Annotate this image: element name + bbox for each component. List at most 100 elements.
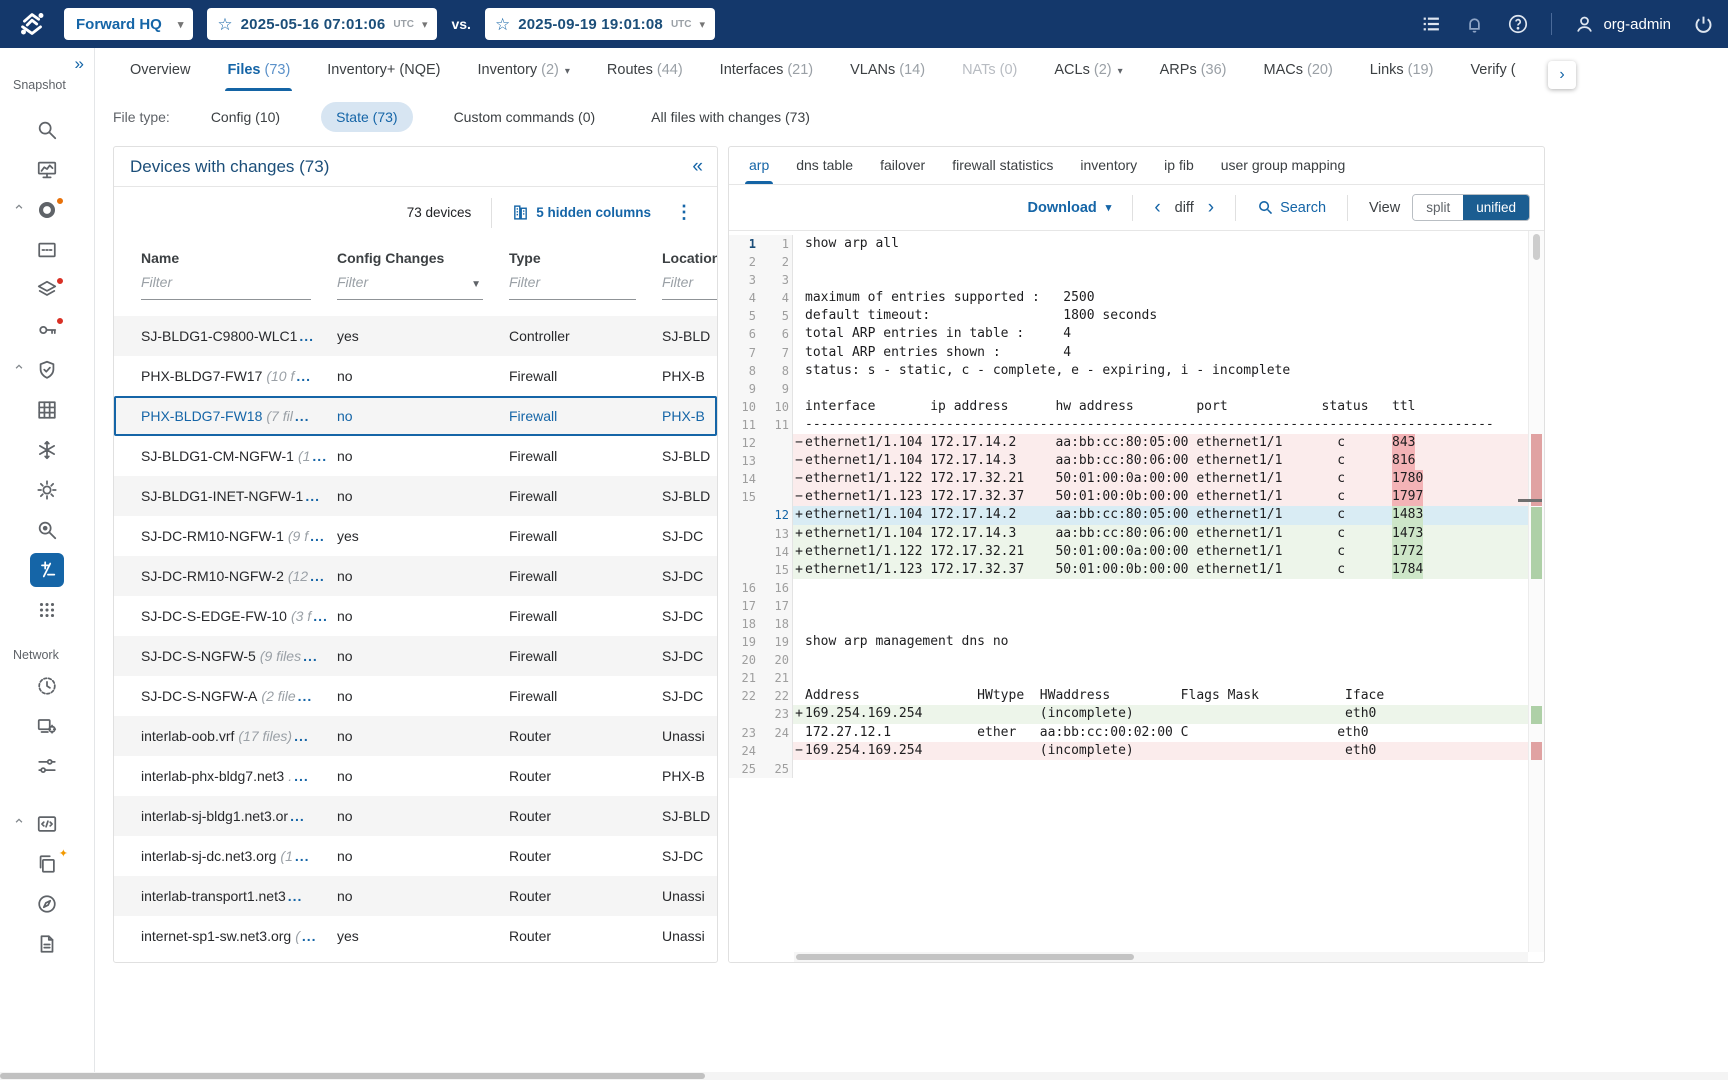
notifications-bell-icon[interactable] [1464, 14, 1485, 35]
table-row-device[interactable]: internet-sp1-sw.net3.org(...yesRouterUna… [114, 916, 717, 956]
new-line-number[interactable]: 18 [759, 615, 793, 633]
sidebar-item-donut[interactable] [0, 190, 94, 230]
new-line-number[interactable] [759, 488, 793, 506]
vertical-scrollbar-thumb[interactable] [1533, 234, 1540, 260]
sidebar-item-compass[interactable] [0, 884, 94, 924]
more-ellipsis-link[interactable]: ... [295, 408, 310, 424]
old-line-number[interactable]: 16 [729, 579, 759, 597]
file-tab-user-group-mapping[interactable]: user group mapping [1221, 147, 1346, 184]
file-tab-failover[interactable]: failover [880, 147, 925, 184]
new-line-number[interactable]: 9 [759, 380, 793, 398]
file-type-option-state-73[interactable]: State (73) [321, 102, 412, 132]
new-line-number[interactable]: 12 [759, 506, 793, 524]
page-horizontal-scrollbar[interactable] [0, 1072, 1728, 1080]
file-tab-inventory[interactable]: inventory [1080, 147, 1137, 184]
table-row-device[interactable]: interlab-transport1.net3...noRouterUnass… [114, 876, 717, 916]
old-line-number[interactable]: 13 [729, 452, 759, 470]
old-line-number[interactable] [729, 525, 759, 543]
more-ellipsis-link[interactable]: ... [294, 768, 309, 784]
new-line-number[interactable]: 14 [759, 543, 793, 561]
sidebar-item-document[interactable] [0, 924, 94, 964]
old-line-number[interactable]: 6 [729, 325, 759, 343]
old-line-number[interactable]: 19 [729, 633, 759, 651]
table-row-device[interactable]: SJ-BLDG1-C9800-WLC1...yesControllerSJ-BL… [114, 316, 717, 356]
previous-diff-button[interactable]: ‹ [1154, 198, 1160, 217]
old-line-number[interactable]: 7 [729, 344, 759, 362]
file-type-option-custom-commands-0[interactable]: Custom commands (0) [439, 102, 611, 132]
sidebar-item-gear[interactable] [0, 470, 94, 510]
old-line-number[interactable]: 5 [729, 307, 759, 325]
forward-networks-logo[interactable] [14, 6, 50, 42]
new-line-number[interactable] [759, 470, 793, 488]
logout-power-icon[interactable] [1693, 14, 1714, 35]
old-line-number[interactable]: 21 [729, 669, 759, 687]
tab-links[interactable]: Links(19) [1370, 49, 1434, 91]
tab-routes[interactable]: Routes(44) [607, 49, 683, 91]
table-row-device[interactable]: PHX-BLDG7-FW18(7 fil...noFirewallPHX-B [114, 396, 717, 436]
new-line-number[interactable] [759, 742, 793, 760]
search-button[interactable]: Search [1257, 199, 1326, 216]
table-row-device[interactable]: interlab-oob.vrf(17 files)...noRouterUna… [114, 716, 717, 756]
filter-input[interactable] [509, 274, 636, 290]
view-unified-button[interactable]: unified [1463, 195, 1529, 220]
old-line-number[interactable]: 2 [729, 253, 759, 271]
new-line-number[interactable]: 4 [759, 289, 793, 307]
new-line-number[interactable]: 10 [759, 398, 793, 416]
old-line-number[interactable]: 22 [729, 687, 759, 705]
old-line-number[interactable]: 9 [729, 380, 759, 398]
old-line-number[interactable]: 14 [729, 470, 759, 488]
new-line-number[interactable]: 13 [759, 525, 793, 543]
filter-input[interactable] [662, 274, 718, 290]
chevron-down-icon[interactable]: ▼ [471, 279, 481, 290]
old-line-number[interactable]: 15 [729, 488, 759, 506]
more-ellipsis-link[interactable]: ... [298, 688, 313, 704]
tab-macs[interactable]: MACs(20) [1264, 49, 1333, 91]
old-line-number[interactable]: 1 [729, 235, 759, 253]
new-line-number[interactable]: 1 [759, 235, 793, 253]
file-type-option-config-10[interactable]: Config (10) [196, 102, 295, 132]
file-tab-dns-table[interactable]: dns table [796, 147, 853, 184]
tab-files[interactable]: Files(73) [227, 49, 290, 91]
task-list-icon[interactable] [1420, 13, 1442, 35]
table-row-device[interactable]: SJ-BLDG1-INET-NGFW-1...noFirewallSJ-BLD [114, 476, 717, 516]
new-line-number[interactable]: 22 [759, 687, 793, 705]
star-icon[interactable]: ☆ [217, 16, 232, 33]
more-ellipsis-link[interactable]: ... [288, 888, 303, 904]
more-ellipsis-link[interactable]: ... [305, 488, 320, 504]
tab-acls[interactable]: ACLs(2)▾ [1054, 49, 1122, 91]
sidebar-item-copy-sparkle[interactable]: ✦ [0, 844, 94, 884]
table-row-device[interactable]: SJ-DC-RM10-NGFW-1(9 f...yesFirewallSJ-DC [114, 516, 717, 556]
more-ellipsis-link[interactable]: ... [290, 808, 305, 824]
network-selector-button[interactable]: Forward HQ ▾ [64, 8, 193, 40]
sidebar-item-dots-grid[interactable] [0, 590, 94, 630]
sidebar-item-tune[interactable] [0, 746, 94, 786]
filter-input[interactable] [141, 274, 311, 290]
table-row-device[interactable]: SJ-DC-RM10-NGFW-2(12...noFirewallSJ-DC [114, 556, 717, 596]
more-ellipsis-link[interactable]: ... [294, 728, 309, 744]
old-line-number[interactable]: 23 [729, 724, 759, 742]
chevron-up-icon[interactable] [14, 816, 24, 826]
old-line-number[interactable]: 4 [729, 289, 759, 307]
old-line-number[interactable]: 20 [729, 651, 759, 669]
view-split-button[interactable]: split [1413, 195, 1463, 220]
sidebar-item-snowflake[interactable] [0, 430, 94, 470]
new-line-number[interactable]: 5 [759, 307, 793, 325]
snapshot-a-picker[interactable]: ☆ 2025-05-16 07:01:06 UTC ▾ [207, 8, 437, 40]
tab-vlans[interactable]: VLANs(14) [850, 49, 925, 91]
tab-arps[interactable]: ARPs(36) [1160, 49, 1227, 91]
new-line-number[interactable]: 21 [759, 669, 793, 687]
sidebar-item-clock-globe[interactable] [0, 666, 94, 706]
new-line-number[interactable]: 19 [759, 633, 793, 651]
more-ellipsis-link[interactable]: ... [312, 448, 327, 464]
more-ellipsis-link[interactable]: ... [295, 848, 310, 864]
table-row-device[interactable]: SJ-BLDG1-CM-NGFW-1(1...noFirewallSJ-BLD [114, 436, 717, 476]
new-line-number[interactable]: 16 [759, 579, 793, 597]
old-line-number[interactable]: 24 [729, 742, 759, 760]
old-line-number[interactable] [729, 506, 759, 524]
column-header-config-changes[interactable]: Config Changes [337, 238, 509, 274]
column-header-location[interactable]: Location [662, 238, 718, 274]
sidebar-item-device-gear[interactable] [0, 706, 94, 746]
tab-overview[interactable]: Overview [130, 49, 190, 91]
new-line-number[interactable]: 7 [759, 344, 793, 362]
next-diff-button[interactable]: › [1208, 198, 1214, 217]
